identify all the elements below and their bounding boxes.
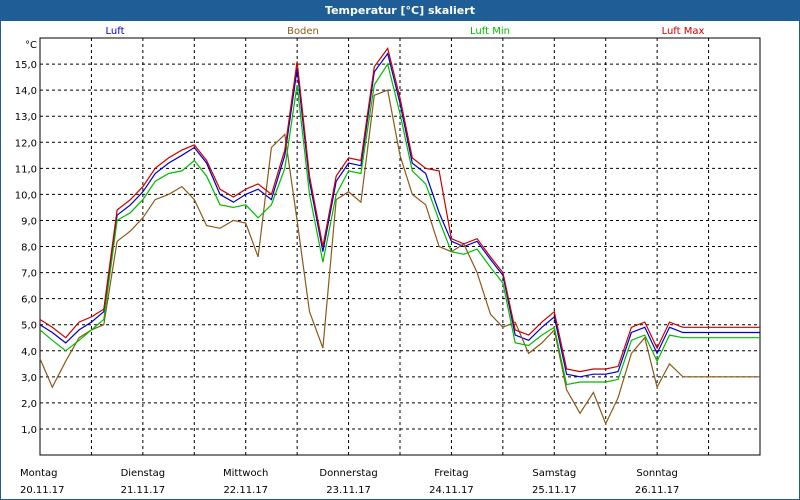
grid — [40, 38, 760, 455]
y-tick-label: 11,0 — [15, 164, 37, 175]
y-tick-label: 4,0 — [21, 347, 37, 358]
y-tick-label: 9,0 — [21, 216, 37, 227]
x-day-label: Mittwoch — [223, 468, 268, 479]
x-date-label: 24.11.17 — [429, 485, 474, 496]
x-day-label: Montag — [20, 468, 57, 479]
x-day-label: Sonntag — [636, 468, 678, 479]
x-day-label: Dienstag — [121, 468, 166, 479]
series-lines — [39, 47, 760, 426]
legend: Luft Boden Luft Min Luft Max — [106, 26, 705, 37]
y-tick-label: 2,0 — [21, 399, 37, 410]
y-tick-label: 14,0 — [15, 86, 37, 97]
legend-luft: Luft — [106, 26, 125, 37]
x-date-label: 25.11.17 — [532, 485, 577, 496]
x-day-label: Donnerstag — [319, 468, 377, 479]
x-date-label: 23.11.17 — [326, 485, 371, 496]
x-date-label: 26.11.17 — [635, 485, 680, 496]
y-tick-label: 1,0 — [21, 425, 37, 436]
series-line-boden — [39, 89, 760, 426]
plot-border — [39, 37, 761, 456]
y-tick-label: 10,0 — [15, 190, 37, 201]
legend-boden: Boden — [287, 26, 319, 37]
legend-luft-max: Luft Max — [662, 26, 705, 37]
y-axis-unit: °C — [25, 40, 37, 51]
y-tick-label: 15,0 — [15, 60, 37, 71]
y-tick-label: 3,0 — [21, 373, 37, 384]
x-day-label: Samstag — [532, 468, 576, 479]
y-tick-label: 8,0 — [21, 243, 37, 254]
y-tick-label: 12,0 — [15, 138, 37, 149]
x-date-label: 22.11.17 — [223, 485, 268, 496]
legend-luft-min: Luft Min — [470, 26, 510, 37]
series-line-luft — [39, 52, 760, 378]
axes — [39, 37, 761, 456]
series-line-luft-min — [39, 62, 760, 386]
y-tick-label: 5,0 — [21, 321, 37, 332]
x-date-label: 20.11.17 — [20, 485, 65, 496]
x-date-label: 21.11.17 — [121, 485, 166, 496]
chart-title: Temperatur [°C] skaliert — [1, 1, 799, 21]
axis-labels: 1,0 2,0 3,0 4,0 5,0 6,0 7,0 8,0 9,0 10,0 11,0 12,0 1… — [15, 40, 680, 496]
series-line-luft-max — [39, 47, 760, 373]
x-day-label: Freitag — [434, 468, 468, 479]
y-tick-label: 13,0 — [15, 112, 37, 123]
y-tick-label: 6,0 — [21, 295, 37, 306]
y-tick-label: 7,0 — [21, 269, 37, 280]
